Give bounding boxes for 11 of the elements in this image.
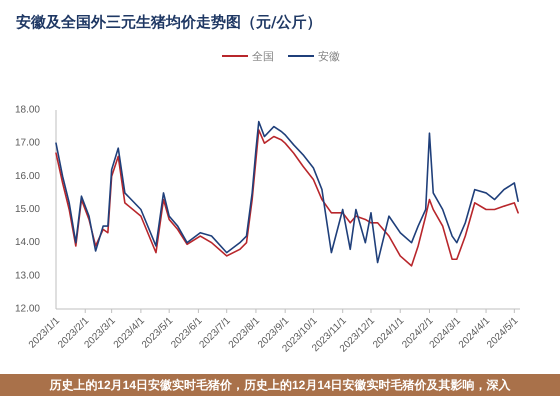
- y-tick-label: 16.00: [14, 170, 40, 182]
- y-tick-label: 13.00: [14, 270, 40, 282]
- y-tick-label: 12.00: [14, 304, 40, 314]
- y-tick-label: 14.00: [14, 237, 40, 248]
- text: 历史上的12月14日安徽实时毛猪价，历史上的12月14日安徽实时毛猪价及其影响，深入: [48, 378, 512, 392]
- legend-label: 全国: [252, 51, 274, 63]
- y-tick-label: 15.00: [14, 204, 40, 215]
- y-tick-label: 17.00: [14, 138, 40, 149]
- y-tick-label: 18.00: [14, 104, 40, 116]
- legend-label: 安徽: [318, 50, 340, 63]
- chart-title: 安徽及全国外三元生猪均价走势图（元/公斤）: [16, 13, 322, 31]
